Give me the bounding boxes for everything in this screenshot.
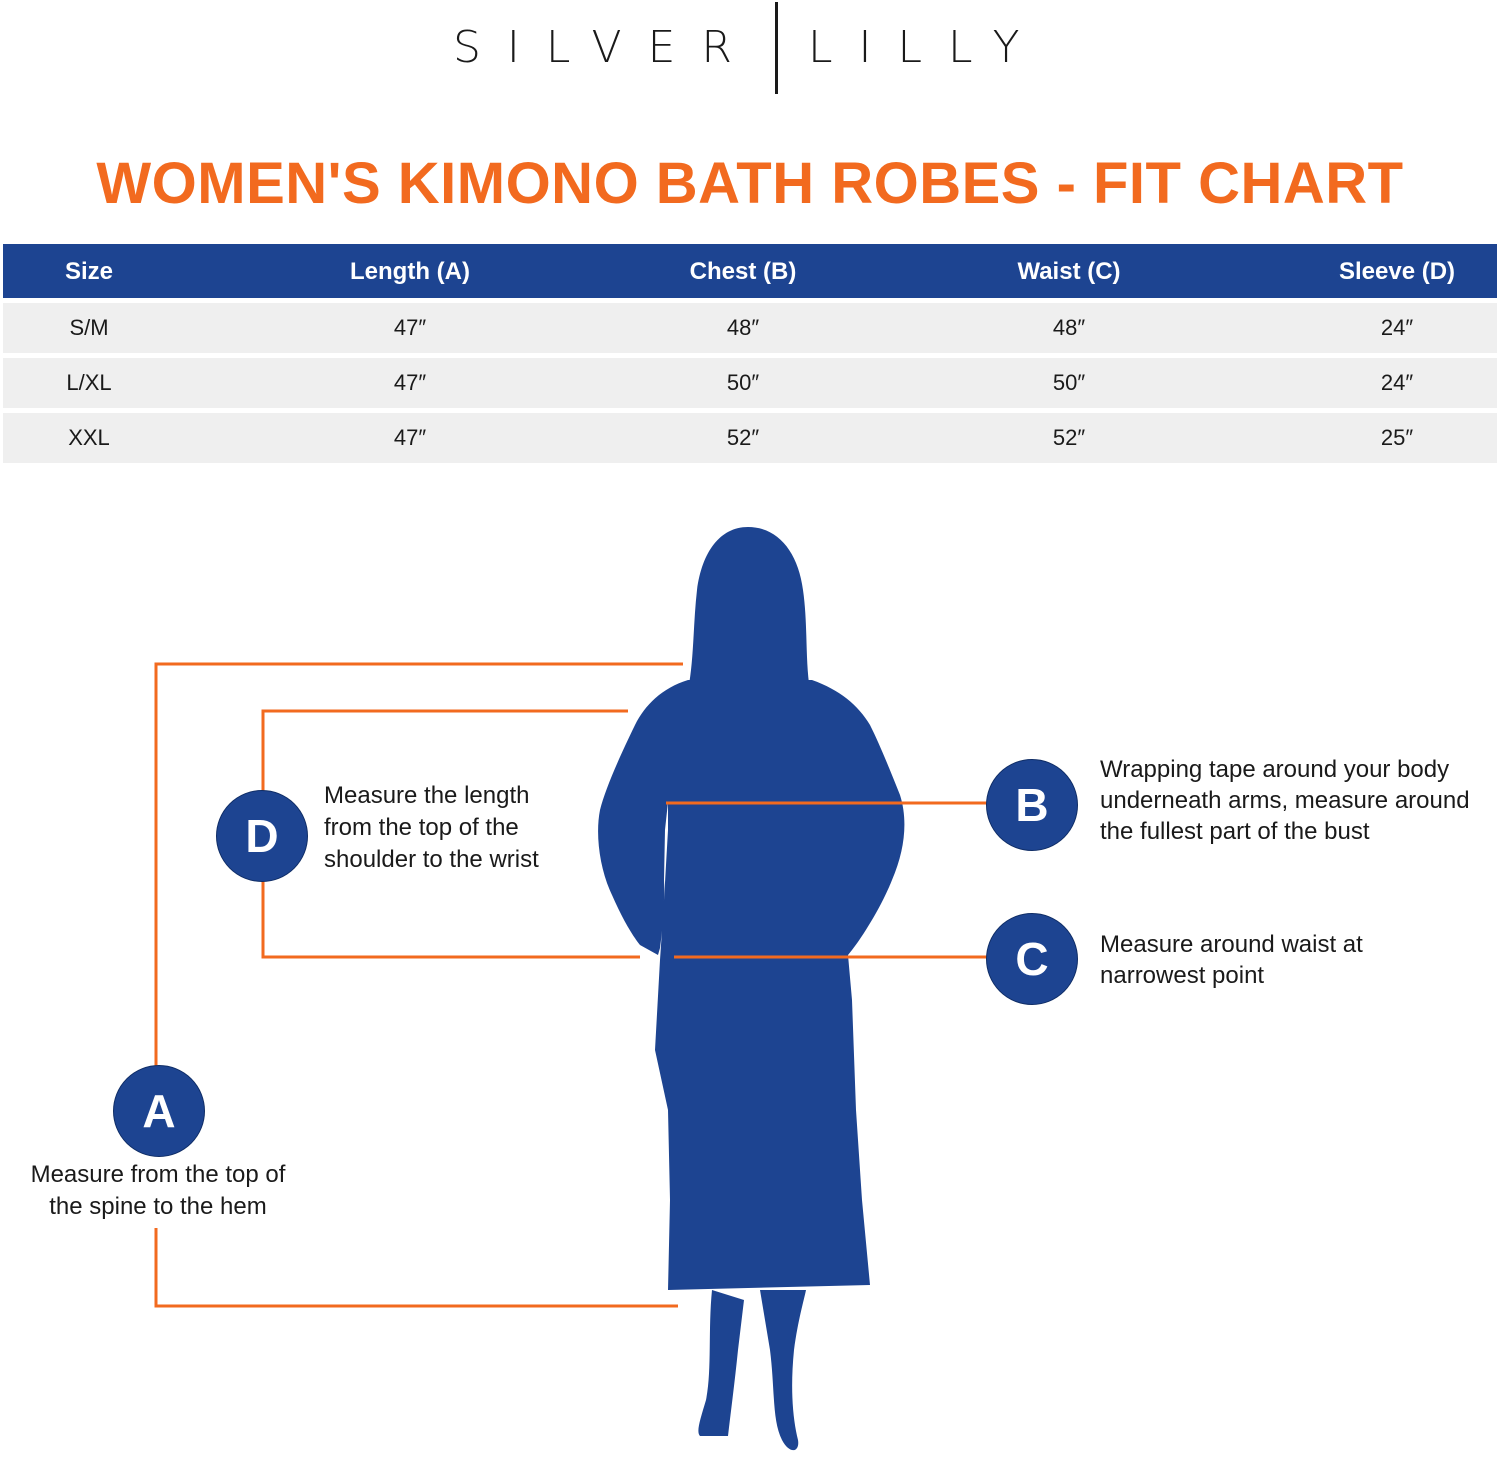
header-size: Size <box>64 258 114 285</box>
note-a: Measure from the top of the spine to the… <box>8 1159 308 1223</box>
note-b-line: the fullest part of the bust <box>1100 818 1370 845</box>
note-a-line: Measure from the top of <box>30 1161 286 1188</box>
badge-d: D <box>216 790 308 882</box>
cell-length: 47″ <box>393 370 427 395</box>
note-c-line: Measure around waist at <box>1100 931 1363 958</box>
header-chest: Chest (B) <box>689 258 797 285</box>
cell-chest: 50″ <box>726 370 760 395</box>
line-d-top <box>261 709 628 792</box>
cell-length: 47″ <box>393 315 427 340</box>
cell-sleeve: 24″ <box>1380 370 1414 395</box>
cell-size: XXL <box>68 425 110 450</box>
cell-chest: 48″ <box>726 315 760 340</box>
header-length: Length (A) <box>350 258 470 285</box>
note-d-line: Measure the length <box>324 782 530 809</box>
woman-silhouette <box>598 527 905 1451</box>
note-b-line: underneath arms, measure around <box>1100 787 1470 814</box>
cell-length: 47″ <box>393 425 427 450</box>
badge-c: C <box>986 913 1078 1005</box>
cell-sleeve: 24″ <box>1380 315 1414 340</box>
brand-logo: SILVER LILLY <box>0 0 1500 100</box>
diagram-graphics <box>154 527 988 1451</box>
line-d-bottom <box>261 878 640 959</box>
measurement-lines <box>154 662 988 1308</box>
cell-waist: 48″ <box>1052 315 1086 340</box>
line-a-bottom <box>154 1228 678 1308</box>
cell-waist: 50″ <box>1052 370 1086 395</box>
note-d-line: shoulder to the wrist <box>324 846 539 873</box>
table-row: XXL 47″ 52″ 52″ 25″ <box>3 413 1497 463</box>
fit-chart-table: Size Length (A) Chest (B) Waist (C) Slee… <box>3 244 1497 463</box>
note-c: Measure around waist at narrowest point <box>1100 929 1363 991</box>
note-b: Wrapping tape around your body underneat… <box>1100 754 1470 847</box>
cell-chest: 52″ <box>726 425 760 450</box>
header-sleeve: Sleeve (D) <box>1338 258 1456 285</box>
brand-name-right: LILLY <box>808 22 1046 73</box>
page-title: WOMEN'S KIMONO BATH ROBES - FIT CHART <box>96 151 1404 216</box>
note-b-line: Wrapping tape around your body <box>1100 756 1450 783</box>
brand-divider <box>775 2 778 94</box>
table-row: S/M 47″ 48″ 48″ 24″ <box>3 303 1497 353</box>
table-row: L/XL 47″ 50″ 50″ 24″ <box>3 358 1497 408</box>
note-c-line: narrowest point <box>1100 962 1265 989</box>
note-d: Measure the length from the top of the s… <box>324 780 539 876</box>
note-d-line: from the top of the <box>324 814 519 841</box>
header-waist: Waist (C) <box>1017 258 1121 285</box>
cell-size: L/XL <box>66 370 112 395</box>
cell-waist: 52″ <box>1052 425 1086 450</box>
line-a-top <box>154 662 683 1068</box>
cell-sleeve: 25″ <box>1380 425 1414 450</box>
badge-b: B <box>986 759 1078 851</box>
brand-name-left: SILVER <box>452 22 758 73</box>
table-header-row: Size Length (A) Chest (B) Waist (C) Slee… <box>3 244 1497 298</box>
cell-size: S/M <box>69 315 109 340</box>
badge-a: A <box>113 1065 205 1157</box>
note-a-line: the spine to the hem <box>49 1193 267 1220</box>
measurement-diagram: A D B C Measure from the top of the spin… <box>0 500 1500 1469</box>
